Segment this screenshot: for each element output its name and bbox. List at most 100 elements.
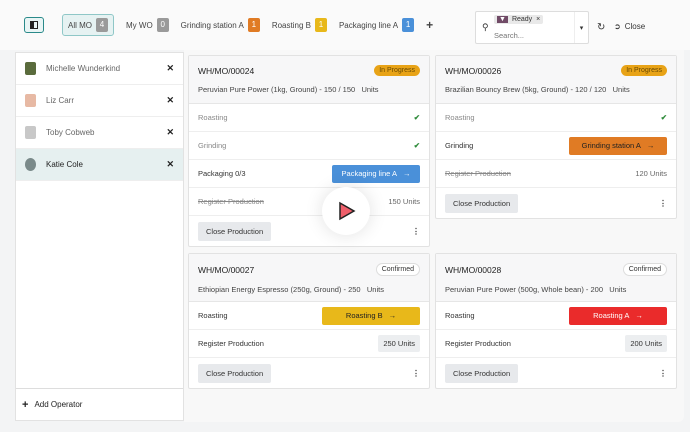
status-badge: Confirmed: [622, 263, 667, 276]
arrow-right-icon: →: [388, 311, 397, 320]
operator-item[interactable]: Toby Cobweb ✕: [16, 117, 183, 149]
avatar: [25, 126, 36, 139]
unit-label: Units: [366, 285, 384, 294]
workorder-row[interactable]: Roasting Roasting A →: [436, 302, 676, 330]
workorder-row[interactable]: Grinding ✔: [189, 132, 429, 160]
arrow-right-icon: →: [646, 141, 655, 150]
workcenter-label: Roasting A: [593, 311, 630, 320]
operator-item-selected[interactable]: Katie Cole ✕: [16, 149, 183, 181]
check-icon: ✔: [660, 113, 667, 122]
remove-facet-icon[interactable]: ×: [536, 16, 541, 23]
workorder-label: Roasting: [445, 113, 475, 122]
toggle-sidebar-button[interactable]: [24, 17, 44, 33]
more-options-icon[interactable]: ⋮: [412, 226, 420, 236]
mo-card: WH/MO/00027 Confirmed Ethiopian Energy Es…: [188, 253, 430, 389]
remove-operator-icon[interactable]: ✕: [166, 63, 174, 73]
quantity: 120 Units: [635, 169, 667, 178]
filter-facet[interactable]: ▼ Ready ×: [494, 15, 544, 24]
operator-name: Liz Carr: [46, 96, 75, 105]
filter-icon: ▼: [497, 16, 508, 23]
workcenter-label: Packaging line A: [341, 169, 397, 178]
status-badge: In Progress: [621, 65, 667, 76]
workcenter-button[interactable]: Grinding station A →: [569, 136, 667, 155]
filter-label: All MO: [68, 20, 92, 30]
workorder-row[interactable]: Roasting ✔: [436, 104, 676, 132]
close-production-button[interactable]: Close Production: [445, 193, 519, 213]
status-badge: Confirmed: [375, 263, 420, 276]
operator-name: Michelle Wunderkind: [46, 64, 121, 73]
workorder-row[interactable]: Grinding Grinding station A →: [436, 132, 676, 160]
register-production-label: Register Production: [198, 197, 264, 206]
more-options-icon[interactable]: ⋮: [659, 198, 667, 208]
avatar: [25, 158, 36, 171]
filter-count: 1: [247, 18, 260, 32]
register-production-label: Register Production: [445, 339, 511, 348]
product-description: Brazilian Bouncy Brew (5kg, Ground) - 12…: [445, 85, 607, 94]
filter-label: Roasting B: [271, 20, 311, 30]
workorder-row[interactable]: Roasting Roasting B →: [189, 302, 429, 330]
avatar: [25, 94, 36, 107]
arrow-right-icon: →: [402, 169, 411, 178]
more-options-icon[interactable]: ⋮: [659, 368, 667, 378]
check-icon: ✔: [413, 113, 420, 122]
register-production-label: Register Production: [445, 169, 511, 178]
register-production-row[interactable]: Register Production 150 Units: [189, 188, 429, 216]
product-description: Ethiopian Energy Espresso (250g, Ground)…: [198, 285, 361, 294]
operator-item[interactable]: Michelle Wunderkind ✕: [16, 53, 183, 85]
add-operator-button[interactable]: + Add Operator: [16, 388, 183, 420]
workcenter-button[interactable]: Roasting A →: [569, 306, 667, 325]
workorder-label: Roasting: [198, 113, 228, 122]
mo-reference[interactable]: WH/MO/00024: [198, 65, 255, 76]
search-icon: ⚲: [482, 22, 489, 32]
search-dropdown-toggle[interactable]: ▾: [574, 12, 588, 43]
plus-icon: +: [22, 398, 29, 411]
close-button[interactable]: ➲ Close: [614, 22, 645, 31]
operator-item[interactable]: Liz Carr ✕: [16, 85, 183, 117]
filter-count: 0: [156, 18, 169, 32]
status-badge: In Progress: [374, 65, 420, 76]
workorder-row[interactable]: Packaging 0/3 Packaging line A →: [189, 160, 429, 188]
workcenter-button[interactable]: Packaging line A →: [332, 164, 420, 183]
search-box[interactable]: ⚲ ▼Ready× ▾: [475, 11, 589, 44]
product-description: Peruvian Pure Power (500g, Whole bean) -…: [445, 285, 604, 294]
sidebar-icon: [30, 21, 38, 29]
filter-label: Grinding station A: [180, 20, 244, 30]
close-production-button[interactable]: Close Production: [198, 221, 272, 241]
workorder-row[interactable]: Roasting ✔: [189, 104, 429, 132]
filter-label: Packaging line A: [338, 20, 399, 30]
video-play-button[interactable]: [322, 187, 370, 235]
add-workcenter-plus-icon[interactable]: +: [426, 18, 434, 32]
mo-card: WH/MO/00024 In Progress Peruvian Pure Pow…: [188, 55, 430, 247]
filter-all-mo[interactable]: All MO 4: [62, 14, 114, 36]
remove-operator-icon[interactable]: ✕: [166, 127, 174, 137]
avatar: [25, 62, 36, 75]
quantity-button[interactable]: 200 Units: [625, 335, 667, 352]
refresh-icon[interactable]: ↻: [597, 22, 606, 33]
mo-reference[interactable]: WH/MO/00028: [445, 264, 502, 275]
workcenter-button[interactable]: Roasting B →: [322, 306, 420, 325]
arrow-right-icon: →: [635, 311, 643, 320]
mo-reference[interactable]: WH/MO/00027: [198, 264, 255, 275]
remove-operator-icon[interactable]: ✕: [166, 159, 174, 169]
register-production-label: Register Production: [198, 339, 264, 348]
close-production-button[interactable]: Close Production: [445, 363, 519, 383]
mo-card: WH/MO/00028 Confirmed Peruvian Pure Power…: [435, 253, 677, 389]
more-options-icon[interactable]: ⋮: [412, 368, 420, 378]
register-production-row[interactable]: Register Production 250 Units: [189, 330, 429, 358]
register-production-row[interactable]: Register Production 120 Units: [436, 160, 676, 188]
close-label: Close: [624, 22, 646, 31]
mo-reference[interactable]: WH/MO/00026: [445, 65, 502, 76]
mo-card: WH/MO/00026 In Progress Brazilian Bouncy …: [435, 55, 677, 219]
search-input[interactable]: [494, 31, 564, 40]
check-icon: ✔: [413, 141, 420, 150]
remove-operator-icon[interactable]: ✕: [166, 95, 174, 105]
operator-name: Toby Cobweb: [46, 128, 95, 137]
register-production-row[interactable]: Register Production 200 Units: [436, 330, 676, 358]
filter-my-wo[interactable]: My WO 0: [126, 18, 169, 32]
quantity-button[interactable]: 250 Units: [378, 335, 420, 352]
close-production-button[interactable]: Close Production: [198, 363, 272, 383]
unit-label: Units: [609, 285, 627, 294]
